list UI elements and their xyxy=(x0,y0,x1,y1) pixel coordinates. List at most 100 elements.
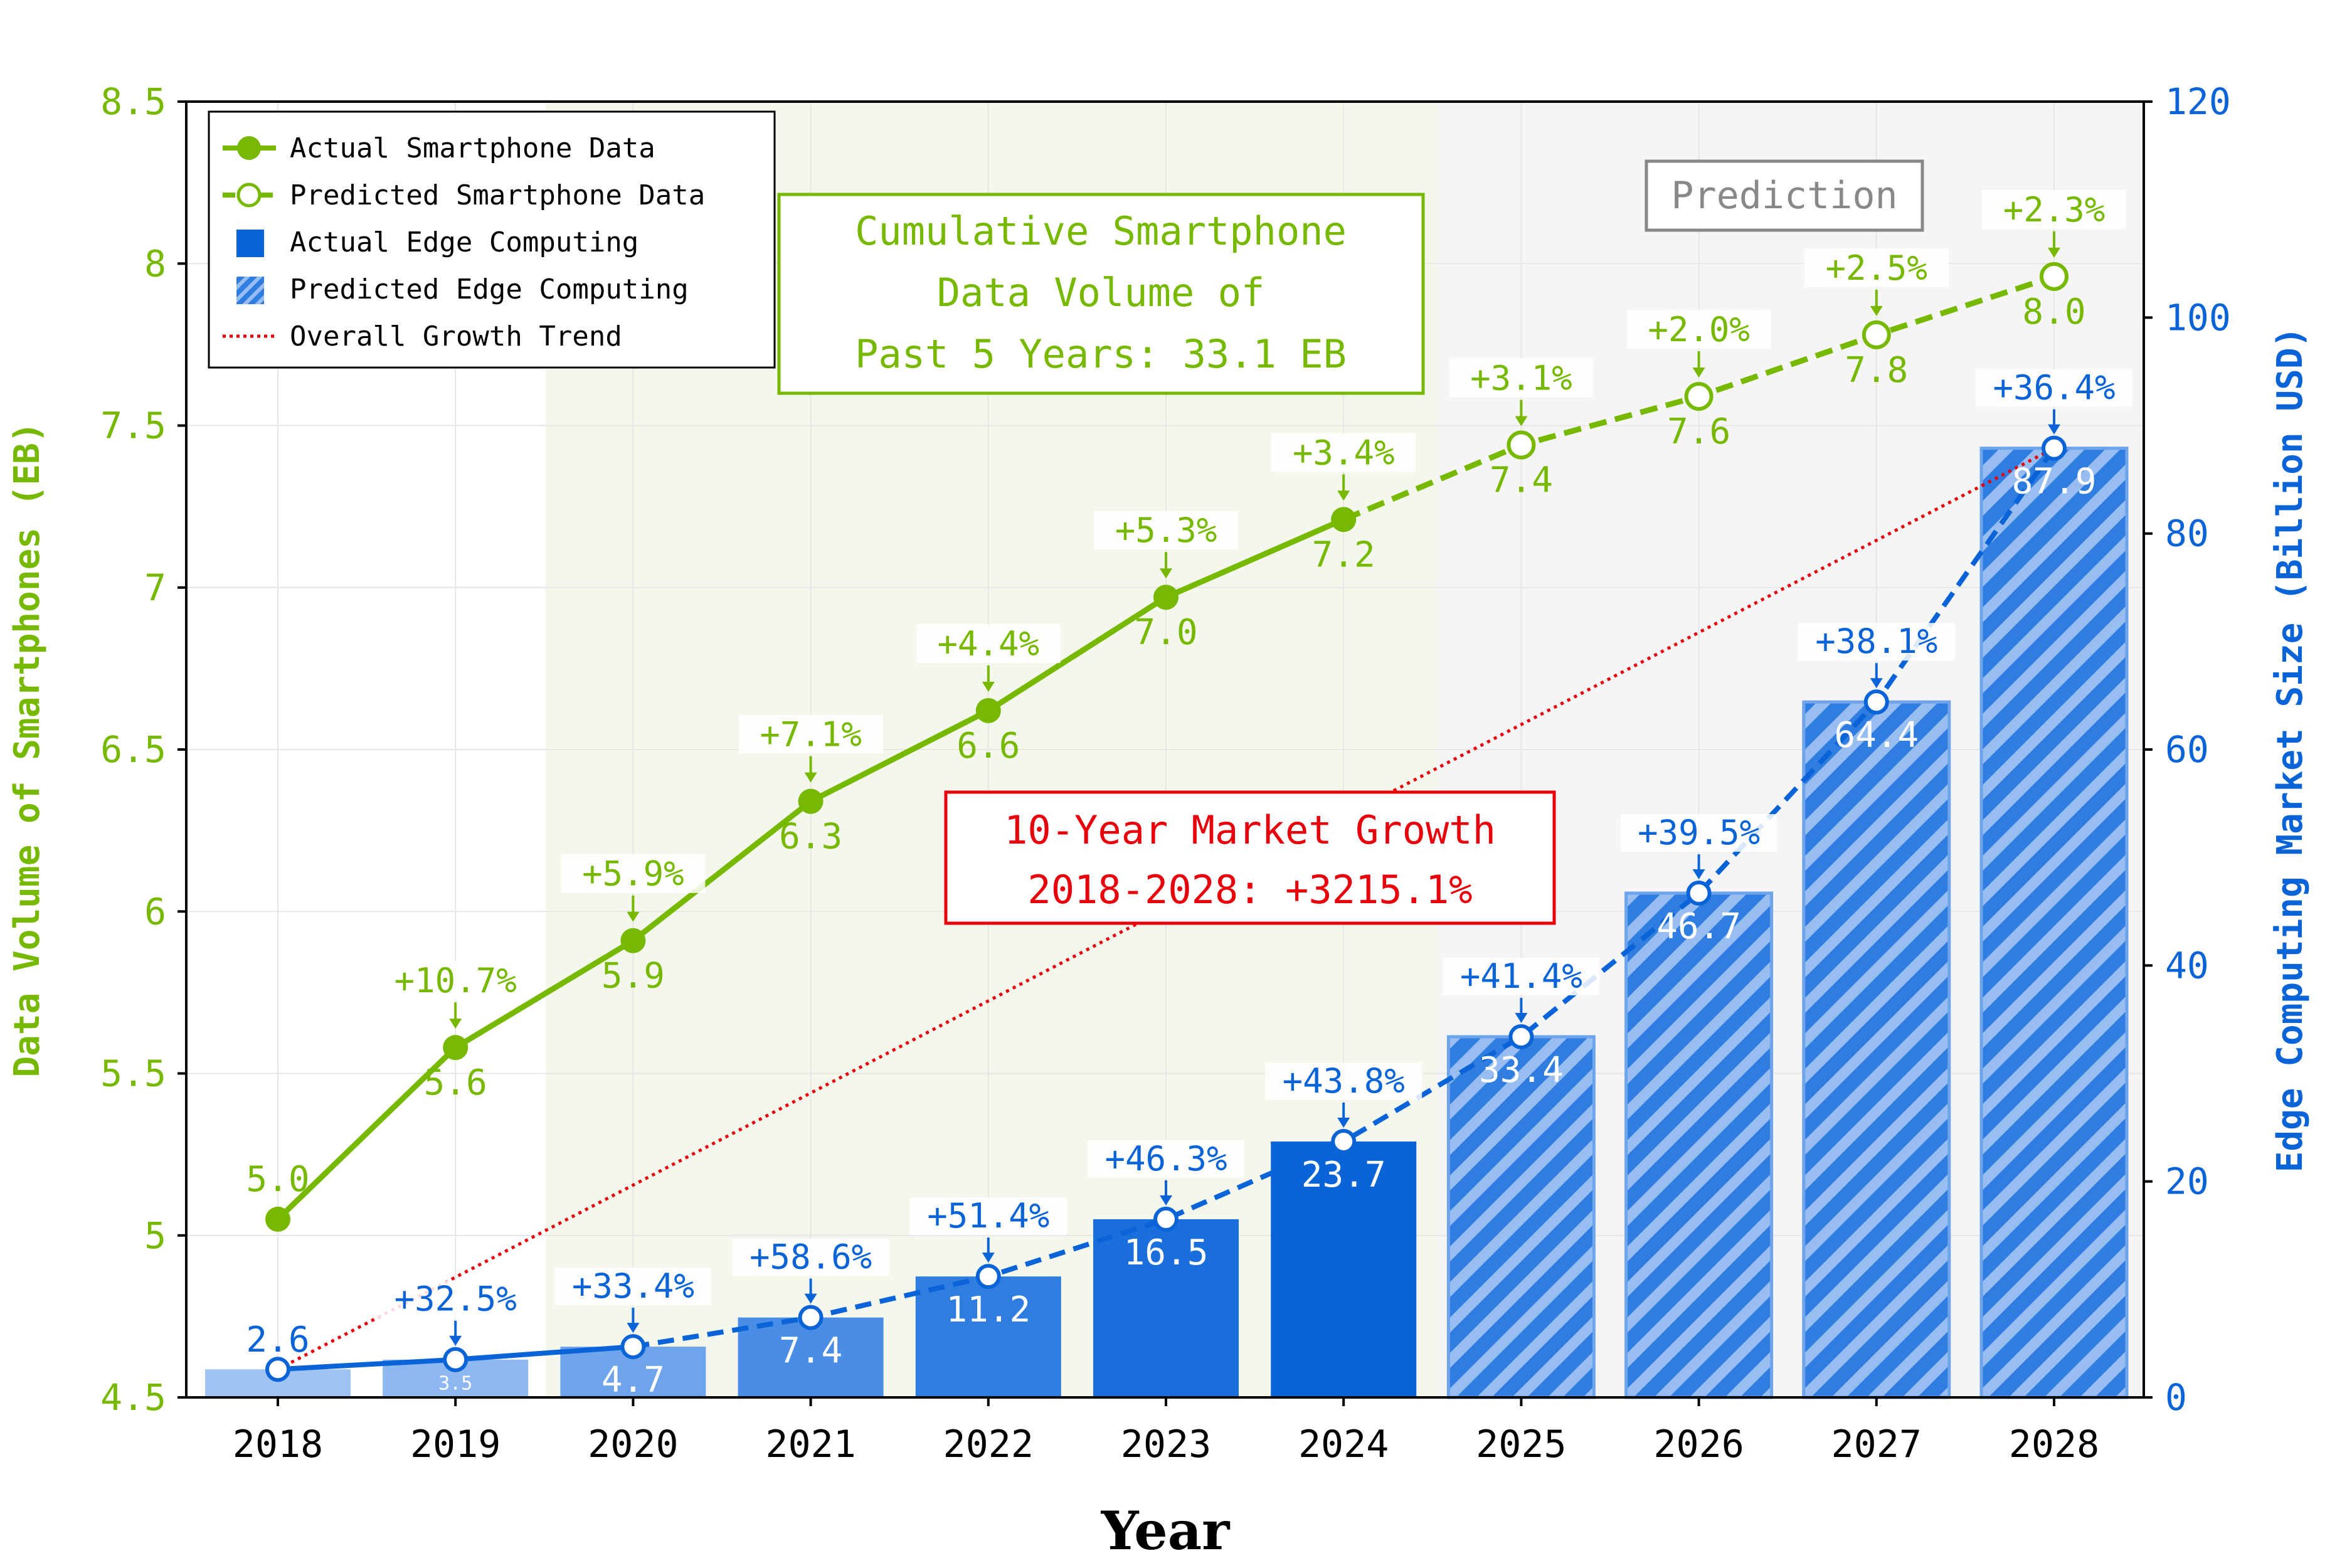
left-tick-label: 5 xyxy=(144,1214,166,1257)
edge-bar-2026 xyxy=(1624,891,1774,1399)
x-tick-label: 2023 xyxy=(1121,1422,1212,1466)
edge-growth-arrow xyxy=(1160,1195,1172,1205)
smartphone-point-2024 xyxy=(1331,507,1357,532)
right-tick-label: 60 xyxy=(2165,728,2209,771)
smartphone-growth-label: +10.7% xyxy=(395,961,517,1000)
smartphone-growth-arrow xyxy=(982,682,995,692)
edge-bar-2022 xyxy=(915,1276,1061,1397)
edge-point-2018 xyxy=(265,1357,290,1382)
edge-point-2026 xyxy=(1686,880,1712,906)
x-tick-label: 2027 xyxy=(1831,1422,1922,1466)
smartphone-growth-label: +2.5% xyxy=(1826,248,1928,288)
smartphone-value-label: 7.4 xyxy=(1490,460,1553,501)
smartphone-value-label: 8.0 xyxy=(2022,292,2085,332)
smartphone-growth-label: +2.0% xyxy=(1648,310,1750,349)
legend-item-actual-smartphone: Actual Smartphone Data xyxy=(223,132,655,164)
edge-bars xyxy=(205,447,2129,1399)
edge-point-2022 xyxy=(975,1264,1001,1290)
smartphone-growth-label: +7.1% xyxy=(760,715,862,755)
edge-growth-label: +36.4% xyxy=(1993,368,2115,408)
edge-value-label: 33.4 xyxy=(1479,1050,1564,1091)
smartphone-value-label: 5.6 xyxy=(424,1062,487,1103)
edge-bar-2023 xyxy=(1093,1219,1239,1397)
smartphone-growth-bg xyxy=(1626,310,1771,349)
smartphone-growth-arrow xyxy=(627,911,640,922)
left-tick-label: 6.5 xyxy=(100,728,166,771)
smartphone-growth-bg xyxy=(916,624,1061,664)
smartphone-growth-arrow xyxy=(1515,416,1528,426)
svg-text:Actual Edge Computing: Actual Edge Computing xyxy=(290,226,638,258)
smartphone-growth-arrow xyxy=(1870,305,1883,316)
edge-growth-bg xyxy=(554,1268,712,1306)
edge-bar-2025 xyxy=(1446,1035,1596,1399)
series-markers xyxy=(265,262,2069,1382)
left-tick-label: 6 xyxy=(144,890,166,933)
edge-bar-2021 xyxy=(738,1317,884,1397)
cumulative-annotation: Cumulative Smartphone Data Volume of Pas… xyxy=(777,193,1425,395)
smartphone-growth-arrow xyxy=(1337,490,1350,501)
smartphone-growth-bg xyxy=(561,854,706,893)
right-tick-label: 80 xyxy=(2165,512,2209,555)
edge-value-label: 11.2 xyxy=(946,1290,1030,1330)
x-tick-label: 2020 xyxy=(588,1422,679,1466)
smartphone-value-label: 7.6 xyxy=(1667,411,1730,452)
smartphone-value-label: 7.0 xyxy=(1134,612,1197,653)
smartphone-growth-label: +4.4% xyxy=(938,624,1040,664)
edge-growth-arrow xyxy=(1870,678,1883,689)
smartphone-growth-arrow xyxy=(2048,247,2060,258)
edge-growth-arrow xyxy=(1515,1012,1528,1023)
smartphone-growth-bg xyxy=(1271,433,1416,472)
x-tick-label: 2025 xyxy=(1476,1422,1567,1466)
svg-text:Cumulative Smartphone: Cumulative Smartphone xyxy=(855,208,1347,254)
smartphone-point-2022 xyxy=(975,698,1001,724)
edge-value-label: 4.7 xyxy=(601,1360,665,1401)
edge-value-label: 64.4 xyxy=(1834,715,1919,756)
edge-growth-arrow xyxy=(449,1335,462,1346)
edge-growth-bg xyxy=(1088,1140,1244,1178)
left-tick-label: 7 xyxy=(144,566,166,609)
edge-value-label: 7.4 xyxy=(779,1331,842,1372)
svg-text:Predicted Smartphone Data: Predicted Smartphone Data xyxy=(290,179,705,211)
smartphone-value-label: 6.6 xyxy=(956,726,1020,766)
smartphone-value-label: 7.8 xyxy=(1845,350,1908,391)
edge-point-2020 xyxy=(620,1334,646,1360)
edge-growth-arrow xyxy=(1337,1117,1350,1128)
smartphone-point-2027 xyxy=(1862,320,1891,349)
smartphone-growth-bg xyxy=(1982,189,2126,229)
edge-point-2025 xyxy=(1508,1024,1534,1049)
legend-item-trend: Overall Growth Trend xyxy=(223,320,622,352)
value-labels: 5.0 2.6 5.6 +10.7% 3.5 +32.5% 5.9 +5.9% 4.7 +33.4… xyxy=(246,189,2132,1401)
svg-text:10-Year Market Growth: 10-Year Market Growth xyxy=(1004,807,1496,853)
edge-value-label: 87.9 xyxy=(2012,462,2097,502)
smartphone-value-label: 5.0 xyxy=(246,1159,309,1200)
edge-growth-arrow xyxy=(804,1293,817,1304)
edge-bar-2027 xyxy=(1802,700,1951,1399)
x-tick-label: 2018 xyxy=(233,1422,324,1466)
x-tick-label: 2024 xyxy=(1298,1422,1389,1466)
edge-growth-bg xyxy=(1620,813,1777,852)
smartphone-growth-label: +5.9% xyxy=(582,854,684,894)
edge-growth-label: +51.4% xyxy=(927,1196,1049,1236)
legend-item-predicted-smartphone: Predicted Smartphone Data xyxy=(223,179,705,211)
edge-growth-bg xyxy=(1443,957,1600,995)
right-tick-label: 0 xyxy=(2165,1376,2187,1419)
edge-value-label: 3.5 xyxy=(438,1373,472,1395)
smartphone-growth-label: +3.4% xyxy=(1293,433,1395,472)
x-tick-label: 2019 xyxy=(410,1422,501,1466)
edge-growth-bg xyxy=(732,1238,889,1276)
edge-growth-arrow xyxy=(982,1253,995,1263)
smartphone-growth-bg xyxy=(1449,358,1594,398)
right-tick-label: 40 xyxy=(2165,944,2209,987)
smartphone-growth-bg xyxy=(1804,248,1949,287)
svg-text:2018-2028: +3215.1%: 2018-2028: +3215.1% xyxy=(1027,867,1472,913)
edge-growth-bg xyxy=(1265,1062,1422,1100)
edge-point-2019 xyxy=(443,1347,469,1372)
growth-trend xyxy=(277,447,2055,1371)
edge-growth-label: +38.1% xyxy=(1815,622,1937,661)
left-axis-title: Data Volume of Smartphones (EB) xyxy=(7,421,48,1077)
smartphone-point-2021 xyxy=(798,788,824,814)
smartphone-value-label: 5.9 xyxy=(601,956,665,997)
smartphone-growth-label: +2.3% xyxy=(2003,190,2106,230)
svg-text:Prediction: Prediction xyxy=(1671,174,1897,218)
